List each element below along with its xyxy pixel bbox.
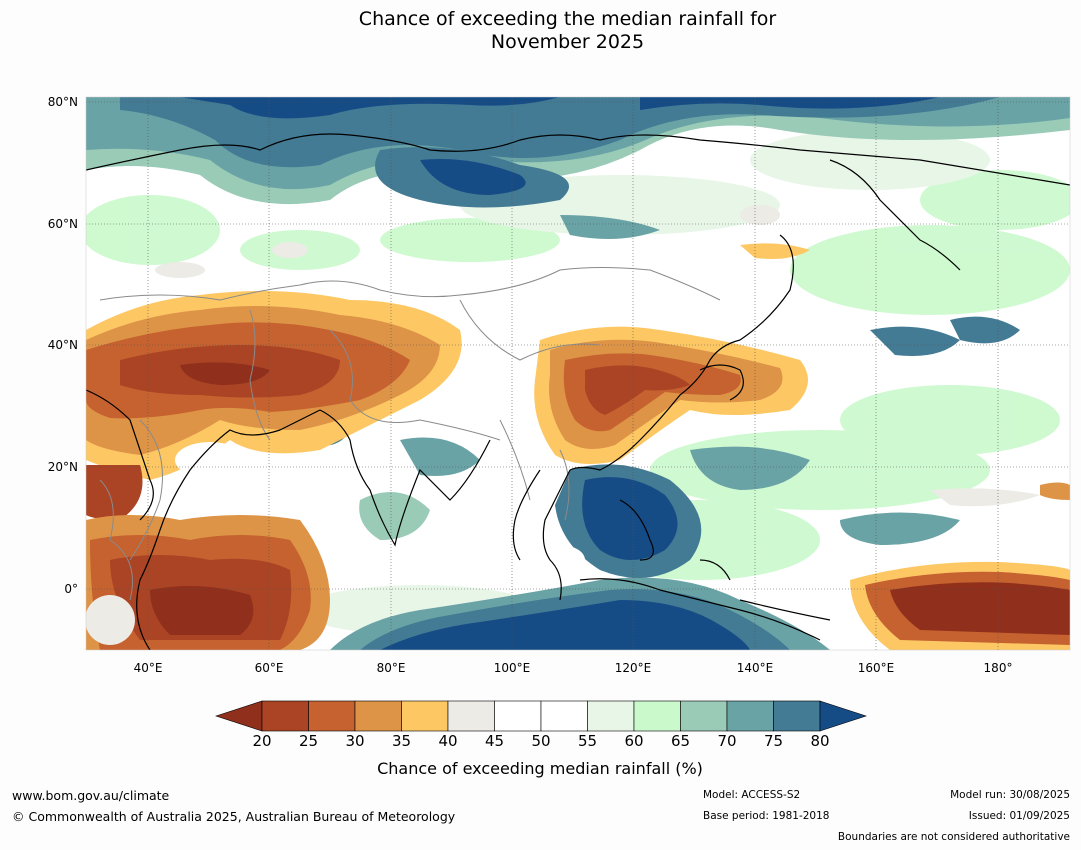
colorbar-tick-45: 45 xyxy=(484,732,505,750)
colorbar-tick-60: 60 xyxy=(624,732,644,750)
footer-base-period: Base period: 1981-2018 xyxy=(703,810,830,822)
colorbar-bin-55-60 xyxy=(587,700,635,732)
lon-label-160e: 160°E xyxy=(857,661,895,675)
anomaly-regions-white xyxy=(175,442,585,575)
lon-label-140e: 140°E xyxy=(736,661,774,675)
colorbar xyxy=(215,700,867,732)
colorbar-tick-35: 35 xyxy=(391,732,412,750)
colorbar-tick-80: 80 xyxy=(810,732,830,750)
colorbar-bin-40-45 xyxy=(447,700,495,732)
lon-label-80e: 80°E xyxy=(376,661,406,675)
title-line-1: Chance of exceeding the median rainfall … xyxy=(358,8,777,30)
colorbar-tick-20: 20 xyxy=(252,732,272,750)
colorbar-bin-45-50 xyxy=(494,700,542,732)
colorbar-bin-75-80 xyxy=(773,700,821,732)
colorbar-label: Chance of exceeding median rainfall (%) xyxy=(377,759,703,778)
anomaly-regions-dry-china xyxy=(534,326,808,464)
lon-label-120e: 120°E xyxy=(614,661,652,675)
colorbar-tick-50: 50 xyxy=(531,732,551,750)
colorbar-extend-low xyxy=(215,700,263,732)
anomaly-regions-dry-west xyxy=(86,291,462,650)
anomaly-regions-neutral xyxy=(86,205,780,645)
footer-website[interactable]: www.bom.gov.au/climate xyxy=(12,788,170,803)
lat-label-80n: 80°N xyxy=(47,95,78,109)
colorbar-tick-40: 40 xyxy=(438,732,458,750)
footer-copyright: © Commonwealth of Australia 2025, Austra… xyxy=(12,809,456,824)
colorbar-extend-high xyxy=(819,700,867,732)
colorbar-bin-20-25 xyxy=(261,700,309,732)
lon-label-100e: 100°E xyxy=(493,661,531,675)
colorbar-bin-25-30 xyxy=(308,700,356,732)
footer-disclaimer: Boundaries are not considered authoritat… xyxy=(837,831,1070,843)
lon-label-180: 180° xyxy=(983,661,1013,675)
anomaly-regions-wet-north xyxy=(86,97,1070,239)
lat-label-0: 0° xyxy=(64,582,78,596)
colorbar-bin-65-70 xyxy=(680,700,728,732)
lat-label-40n: 40°N xyxy=(47,338,78,352)
map-panel xyxy=(86,97,1070,650)
country-borders xyxy=(99,267,721,601)
chart-title: Chance of exceeding the median rainfall … xyxy=(0,8,1081,54)
footer-model-run: Model run: 30/08/2025 xyxy=(950,789,1070,801)
colorbar-bin-35-40 xyxy=(401,700,449,732)
anomaly-regions-wet-tropics xyxy=(300,316,1020,650)
colorbar-tick-75: 75 xyxy=(763,732,784,750)
colorbar-bin-70-75 xyxy=(726,700,774,732)
map-frame xyxy=(85,96,1071,651)
anomaly-regions-dry-pacific xyxy=(740,243,1070,650)
colorbar-tick-55: 55 xyxy=(577,732,598,750)
title-line-2: November 2025 xyxy=(490,31,645,53)
colorbar-bin-30-35 xyxy=(354,700,402,732)
coastlines xyxy=(86,133,1070,650)
lon-label-40e: 40°E xyxy=(133,661,163,675)
lat-label-20n: 20°N xyxy=(47,460,78,474)
footer-model: Model: ACCESS-S2 xyxy=(703,789,801,801)
colorbar-tick-65: 65 xyxy=(670,732,691,750)
lat-label-60n: 60°N xyxy=(47,217,78,231)
colorbar-bin-60-65 xyxy=(633,700,681,732)
colorbar-tick-70: 70 xyxy=(717,732,737,750)
footer-issued: Issued: 01/09/2025 xyxy=(968,810,1070,822)
colorbar-tick-30: 30 xyxy=(345,732,365,750)
colorbar-tick-25: 25 xyxy=(298,732,319,750)
colorbar-bin-50-55 xyxy=(540,700,588,732)
graticule xyxy=(86,97,1070,650)
lon-label-60e: 60°E xyxy=(254,661,284,675)
